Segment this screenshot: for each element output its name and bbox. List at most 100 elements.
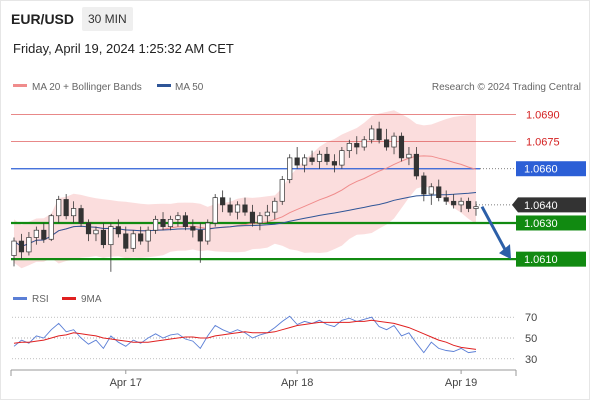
candle-body	[197, 229, 203, 242]
candle-body	[413, 153, 419, 177]
level-1-0690-label: 1.0690	[526, 109, 560, 121]
candle-body	[473, 206, 479, 209]
candle	[100, 222, 107, 249]
level-1-0630-tag	[516, 215, 586, 231]
candle-body	[227, 204, 233, 213]
candle	[383, 128, 390, 151]
candle	[242, 197, 248, 216]
candle-body	[354, 143, 360, 148]
level-1-0630-label: 1.0630	[524, 218, 558, 230]
bollinger-band-area	[14, 110, 476, 269]
candle	[309, 150, 315, 166]
candle	[41, 222, 47, 243]
candle-body	[279, 179, 285, 202]
level-1-0610-label: 1.0610	[524, 254, 558, 266]
candle	[205, 219, 211, 245]
candle	[413, 147, 419, 180]
candle-body	[93, 229, 99, 235]
candle-body	[391, 135, 397, 148]
candle	[324, 147, 330, 166]
arrow-head	[499, 244, 511, 260]
level-1-0675-label: 1.0675	[526, 137, 560, 149]
candle	[376, 121, 382, 144]
chart-datetime: Friday, April 19, 2024 1:25:32 AM CET	[13, 41, 234, 56]
level-1-0660-tag	[516, 161, 586, 177]
rsi-legend: RSI 9MA	[13, 294, 102, 305]
candle-body	[18, 240, 25, 253]
candle	[182, 212, 188, 231]
candle	[108, 222, 114, 272]
candle	[331, 154, 338, 173]
x-tick-label: Apr 17	[110, 377, 142, 389]
candle	[272, 197, 278, 220]
level-1-0610-tag	[516, 251, 586, 267]
candle-body	[249, 211, 256, 224]
candle	[48, 213, 54, 242]
candle-body	[33, 229, 39, 238]
candle-body	[71, 208, 77, 217]
candle	[11, 237, 17, 267]
legend-label-9ma: 9MA	[81, 294, 102, 305]
candle-body	[234, 204, 241, 213]
candle	[138, 226, 144, 245]
candle	[123, 226, 129, 252]
candle-body	[48, 215, 54, 240]
candle-body	[41, 229, 47, 240]
legend-label-ma50: MA 50	[175, 82, 204, 93]
candle-body	[346, 143, 352, 151]
candle	[428, 183, 434, 205]
candle-body	[376, 128, 382, 141]
candle-body	[220, 197, 226, 206]
candle	[167, 215, 174, 231]
candle	[175, 212, 181, 227]
arrow-shaft	[480, 205, 509, 254]
chart-legend: MA 20 + Bollinger Bands MA 50 Research ©…	[13, 82, 581, 93]
candle	[78, 204, 84, 227]
x-axis: Apr 17 Apr 18 Apr 19	[10, 369, 517, 389]
rsi-tick-label: 50	[525, 333, 537, 345]
candle-body	[145, 229, 151, 242]
level-1-0660-label: 1.0660	[524, 164, 558, 176]
candle-body	[175, 215, 181, 220]
candle-body	[272, 200, 278, 213]
candle	[18, 233, 25, 260]
candle	[63, 194, 69, 220]
candle-body	[309, 157, 315, 162]
candle	[473, 201, 479, 216]
candle-body	[190, 226, 196, 231]
candle-body	[108, 226, 114, 246]
candle	[257, 212, 263, 231]
timeframe-badge[interactable]: 30 MIN	[82, 7, 133, 31]
candle-body	[398, 135, 405, 159]
candle-body	[369, 128, 375, 141]
candle-body	[138, 233, 144, 242]
candle	[33, 226, 39, 245]
candle-body	[458, 200, 464, 206]
candle	[93, 226, 99, 242]
candle	[451, 194, 457, 209]
candle-body	[331, 161, 338, 166]
candle	[160, 212, 166, 231]
candle-body	[63, 199, 69, 217]
candle-body	[443, 197, 449, 202]
candle	[279, 175, 285, 205]
rsi-tick-label: 70	[525, 312, 537, 324]
price-levels	[11, 114, 516, 261]
candle-body	[56, 199, 62, 217]
candle-body	[85, 222, 92, 235]
candle-body	[115, 226, 121, 235]
candle	[294, 147, 300, 169]
candle	[197, 222, 203, 263]
candle	[212, 194, 218, 227]
candle	[369, 125, 375, 144]
price-level-labels: 1.0690 1.0675 1.0660 1.0640 1.0630 1.0610	[512, 109, 586, 267]
candle	[115, 219, 121, 238]
candlesticks	[11, 121, 479, 272]
bollinger-bands	[14, 110, 476, 269]
symbol-title: EUR/USD	[11, 11, 75, 27]
candle	[443, 190, 449, 205]
candle-body	[324, 153, 330, 162]
candle-body	[182, 215, 188, 227]
candle	[361, 136, 367, 151]
candle	[71, 201, 77, 223]
